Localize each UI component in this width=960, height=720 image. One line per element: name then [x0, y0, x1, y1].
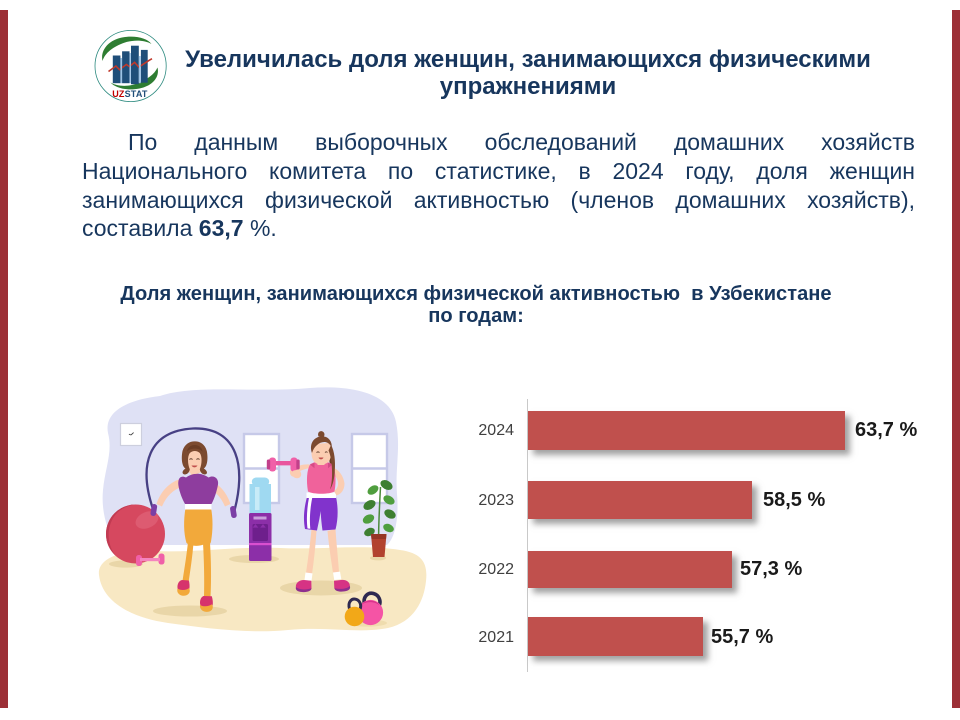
- svg-text:UZSTAT: UZSTAT: [112, 89, 148, 99]
